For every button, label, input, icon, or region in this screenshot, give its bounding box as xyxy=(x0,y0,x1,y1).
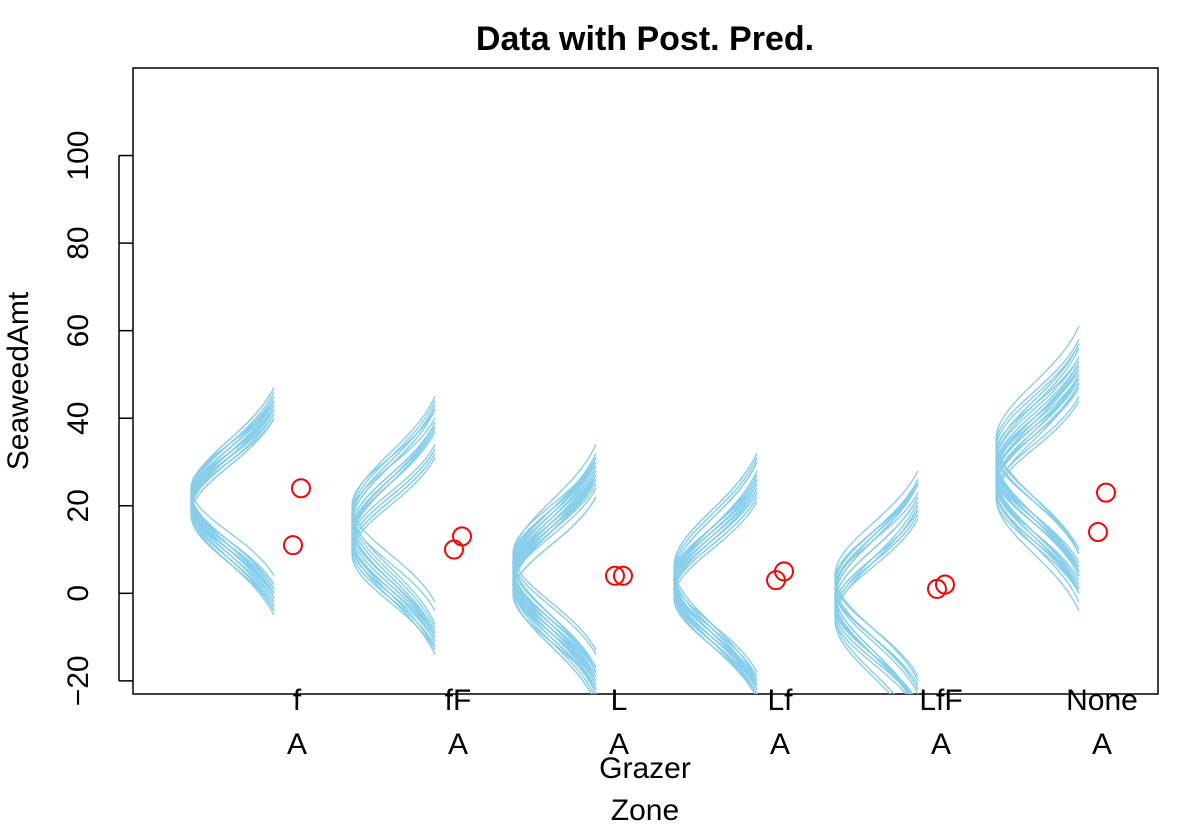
posterior-predictive-curve xyxy=(995,343,1080,572)
posterior-predictive-curve xyxy=(834,470,919,682)
posterior-predictive-curve xyxy=(995,378,1080,572)
x-axis-label-grazer: Grazer xyxy=(599,752,691,785)
posterior-predictive-curve xyxy=(673,479,758,673)
chart-title: Data with Post. Pred. xyxy=(476,20,814,58)
x-tick-label-grazer: fF xyxy=(445,684,472,717)
y-tick-label: 40 xyxy=(62,402,95,435)
y-tick-label: 100 xyxy=(62,131,95,181)
data-point xyxy=(1096,482,1116,503)
y-axis: −20 0 20 40 60 80 100 xyxy=(62,131,133,706)
x-tick-label-grazer: None xyxy=(1066,684,1138,717)
data-points xyxy=(283,478,1116,599)
x-tick-label-zone: A xyxy=(770,728,790,761)
posterior-predictive-curve xyxy=(512,496,597,690)
y-tick-label: 20 xyxy=(62,489,95,522)
posterior-predictive-curve xyxy=(190,413,275,590)
x-tick-label-grazer: LfF xyxy=(919,684,962,717)
x-tick-label-zone: A xyxy=(448,728,468,761)
posterior-predictive-curve xyxy=(834,479,919,690)
posterior-predictive-curve xyxy=(995,378,1080,590)
posterior-predictive-curve xyxy=(995,343,1080,555)
x-tick-label-grazer: L xyxy=(611,684,628,717)
posterior-predictive-curve xyxy=(512,466,597,694)
x-tick-label-grazer: Lf xyxy=(767,684,793,717)
posterior-predictive-curve xyxy=(673,452,758,682)
posterior-predictive-curve xyxy=(673,470,758,694)
x-axis-label-zone: Zone xyxy=(611,794,679,827)
y-axis-label: SeaweedAmt xyxy=(2,291,35,470)
y-tick-label: −20 xyxy=(62,655,95,706)
data-point xyxy=(605,565,625,586)
posterior-predictive-curve xyxy=(512,461,597,655)
posterior-predictive-curve xyxy=(834,509,919,694)
y-tick-label: 0 xyxy=(62,585,95,602)
y-tick-label: 60 xyxy=(62,314,95,347)
posterior-predictive-curve xyxy=(995,369,1080,564)
data-point xyxy=(452,526,472,547)
posterior-predictive-curve xyxy=(351,417,436,612)
posterior-predictive-curve xyxy=(351,422,436,651)
x-tick-label-grazer: f xyxy=(293,684,302,717)
posterior-predictive-curve xyxy=(834,483,919,694)
x-tick-label-zone: A xyxy=(609,728,629,761)
x-tick-label-zone: A xyxy=(287,728,307,761)
posterior-predictive-curve xyxy=(512,466,597,677)
posterior-predictive-curves xyxy=(190,325,1080,694)
data-point xyxy=(291,478,311,499)
posterior-predictive-curve xyxy=(834,518,919,694)
y-tick-label: 80 xyxy=(62,226,95,259)
posterior-predictive-curve xyxy=(995,382,1080,612)
posterior-predictive-curve xyxy=(351,422,436,634)
plot-frame xyxy=(132,67,1159,695)
posterior-predictive-curve xyxy=(351,452,436,647)
x-tick-label-zone: A xyxy=(1092,728,1112,761)
x-tick-label-zone: A xyxy=(931,728,951,761)
data-point xyxy=(774,561,794,582)
data-point xyxy=(1088,522,1108,543)
data-point xyxy=(935,574,955,595)
data-point xyxy=(283,535,303,556)
posterior-predictive-curve xyxy=(995,325,1080,555)
posterior-predictive-curve xyxy=(190,417,275,612)
data-point xyxy=(613,565,633,586)
posterior-predictive-curve xyxy=(351,409,436,603)
